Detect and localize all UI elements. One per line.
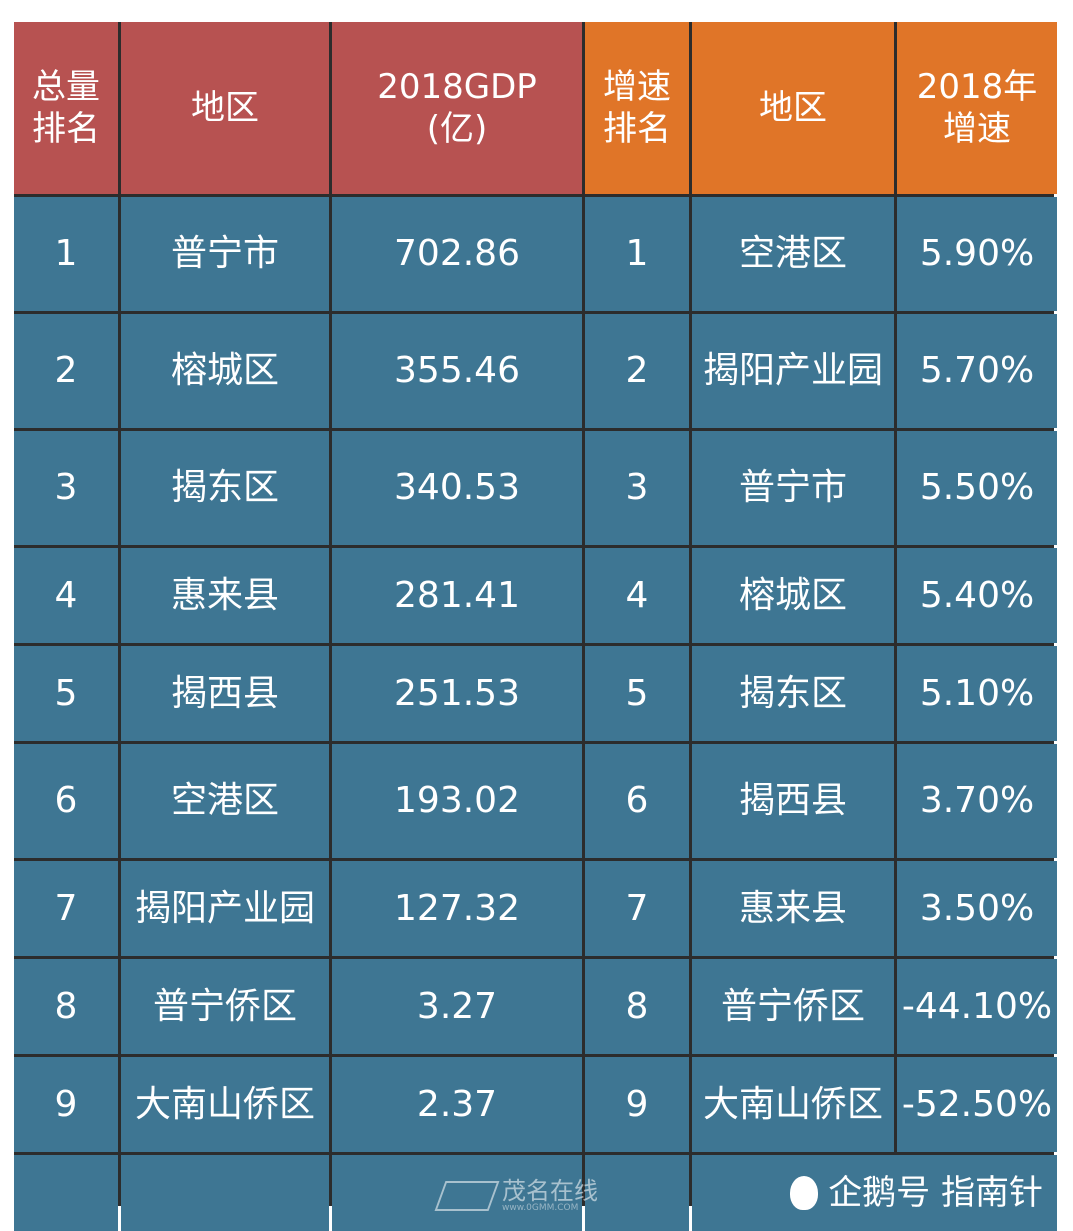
row-3-growth-region: 普宁市 xyxy=(692,431,894,545)
row-7-growth-region: 惠来县 xyxy=(692,861,894,956)
row-6-total-rank: 6 xyxy=(14,744,118,858)
row-4-growth-region: 榕城区 xyxy=(692,548,894,643)
header-growth-rate: 2018年 增速 xyxy=(897,22,1057,194)
penguin-icon xyxy=(790,1176,819,1210)
row-5-region: 揭西县 xyxy=(121,646,329,741)
header-growth-rank-line1: 增速 xyxy=(603,66,671,107)
row-4-growth-rate: 5.40% xyxy=(897,548,1057,643)
header-gdp: 2018GDP (亿) xyxy=(332,22,582,194)
row-1-gdp: 702.86 xyxy=(332,197,582,311)
row-5-gdp: 251.53 xyxy=(332,646,582,741)
row-8-growth-rank: 8 xyxy=(585,959,689,1054)
row-1-growth-region: 空港区 xyxy=(692,197,894,311)
row-4-total-rank: 4 xyxy=(14,548,118,643)
row-4-region: 惠来县 xyxy=(121,548,329,643)
watermark-logo-icon xyxy=(434,1181,500,1211)
header-total-rank: 总量 排名 xyxy=(14,22,118,194)
row-2-region: 榕城区 xyxy=(121,314,329,428)
row-8-region: 普宁侨区 xyxy=(121,959,329,1054)
table-grid: 总量 排名 地区 2018GDP (亿) 增速 排名 地区 2018年 增速 1… xyxy=(14,22,1057,1231)
row-2-growth-rate: 5.70% xyxy=(897,314,1057,428)
row-9-growth-rank: 9 xyxy=(585,1057,689,1152)
row-2-growth-rank: 2 xyxy=(585,314,689,428)
row-5-growth-rank: 5 xyxy=(585,646,689,741)
row-5-growth-region: 揭东区 xyxy=(692,646,894,741)
row-9-total-rank: 9 xyxy=(14,1057,118,1152)
row-3-total-rank: 3 xyxy=(14,431,118,545)
row-1-total-rank: 1 xyxy=(14,197,118,311)
row-3-growth-rate: 5.50% xyxy=(897,431,1057,545)
row-1-growth-rate: 5.90% xyxy=(897,197,1057,311)
header-growth-rate-line1: 2018年 xyxy=(916,66,1038,107)
row-5-growth-rate: 5.10% xyxy=(897,646,1057,741)
row-2-growth-region: 揭阳产业园 xyxy=(692,314,894,428)
row-1-region: 普宁市 xyxy=(121,197,329,311)
row-2-gdp: 355.46 xyxy=(332,314,582,428)
row-7-gdp: 127.32 xyxy=(332,861,582,956)
row-2-total-rank: 2 xyxy=(14,314,118,428)
row-6-growth-region: 揭西县 xyxy=(692,744,894,858)
header-growth-rank: 增速 排名 xyxy=(585,22,689,194)
row-6-gdp: 193.02 xyxy=(332,744,582,858)
header-growth-rate-line2: 增速 xyxy=(943,109,1011,149)
row-5-total-rank: 5 xyxy=(14,646,118,741)
watermark-url: www.0GMM.COM xyxy=(502,1202,579,1213)
row-7-region: 揭阳产业园 xyxy=(121,861,329,956)
row-6-growth-rank: 6 xyxy=(585,744,689,858)
header-gdp-line1: 2018GDP xyxy=(377,66,537,107)
header-region-right: 地区 xyxy=(692,22,894,194)
row-8-growth-rate: -44.10% xyxy=(897,959,1057,1054)
header-region-right-label: 地区 xyxy=(759,87,827,128)
row-7-growth-rate: 3.50% xyxy=(897,861,1057,956)
row-4-gdp: 281.41 xyxy=(332,548,582,643)
row-3-gdp: 340.53 xyxy=(332,431,582,545)
row-7-growth-rank: 7 xyxy=(585,861,689,956)
row-8-total-rank: 8 xyxy=(14,959,118,1054)
gdp-table: 总量 排名 地区 2018GDP (亿) 增速 排名 地区 2018年 增速 1… xyxy=(14,22,1057,1231)
header-region-left: 地区 xyxy=(121,22,329,194)
source-credit-text: 企鹅号 指南针 xyxy=(828,1172,1043,1213)
row-8-gdp: 3.27 xyxy=(332,959,582,1054)
footer-cell-2 xyxy=(121,1155,329,1231)
row-7-total-rank: 7 xyxy=(14,861,118,956)
row-6-growth-rate: 3.70% xyxy=(897,744,1057,858)
row-9-gdp: 2.37 xyxy=(332,1057,582,1152)
header-total-rank-line2: 排名 xyxy=(32,109,100,149)
row-9-growth-rate: -52.50% xyxy=(897,1057,1057,1152)
watermark: 茂名在线 www.0GMM.COM xyxy=(434,1176,640,1216)
source-credit: 企鹅号 指南针 xyxy=(692,1155,1057,1231)
row-1-growth-rank: 1 xyxy=(585,197,689,311)
footer-cell-1 xyxy=(14,1155,118,1231)
row-9-growth-region: 大南山侨区 xyxy=(692,1057,894,1152)
watermark-text: 茂名在线 www.0GMM.COM xyxy=(502,1176,598,1214)
row-3-growth-rank: 3 xyxy=(585,431,689,545)
row-4-growth-rank: 4 xyxy=(585,548,689,643)
header-growth-rank-line2: 排名 xyxy=(603,109,671,149)
header-total-rank-line1: 总量 xyxy=(32,66,100,107)
row-9-region: 大南山侨区 xyxy=(121,1057,329,1152)
row-3-region: 揭东区 xyxy=(121,431,329,545)
header-gdp-line2: (亿) xyxy=(426,109,488,149)
row-6-region: 空港区 xyxy=(121,744,329,858)
row-8-growth-region: 普宁侨区 xyxy=(692,959,894,1054)
watermark-name: 茂名在线 xyxy=(502,1176,598,1205)
header-region-left-label: 地区 xyxy=(191,87,259,128)
